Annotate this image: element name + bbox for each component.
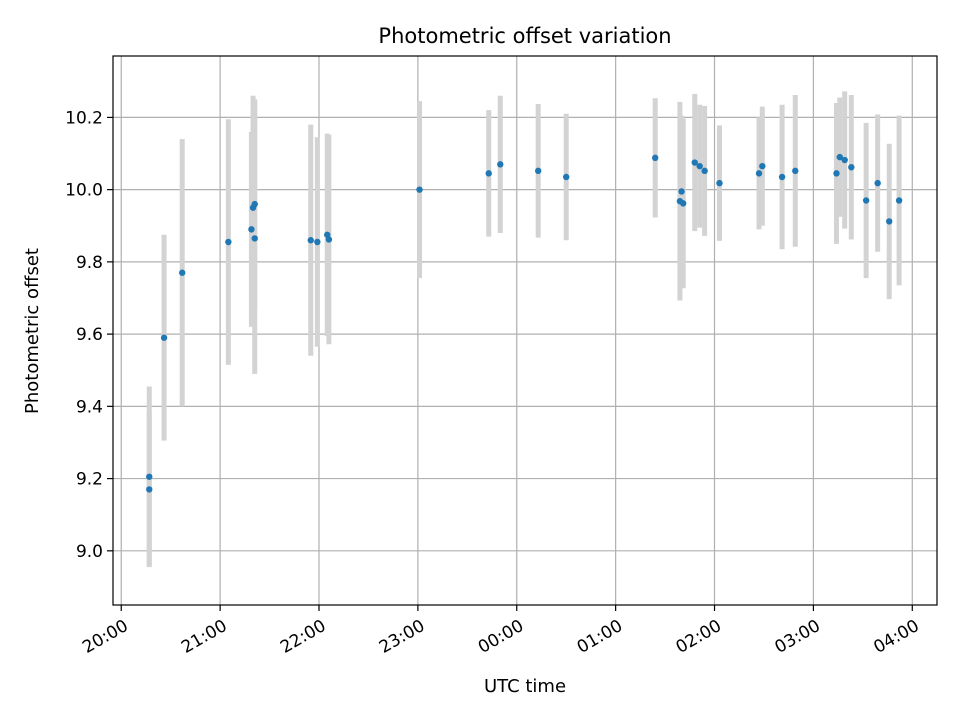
- data-point: [680, 200, 687, 207]
- plot-frame: [112, 55, 938, 606]
- data-point: [778, 173, 786, 181]
- data-point: [792, 167, 799, 175]
- data-point: [833, 170, 840, 177]
- data-point: [841, 156, 848, 164]
- y-tick-label: 10.2: [65, 108, 103, 128]
- y-tick-label: 9.4: [76, 397, 103, 417]
- data-point: [836, 153, 843, 161]
- data-point: [225, 238, 232, 246]
- data-points: [146, 153, 903, 493]
- data-point: [678, 188, 685, 195]
- data-point: [696, 162, 703, 170]
- data-point: [874, 179, 881, 187]
- data-point: [862, 197, 870, 204]
- data-point: [416, 186, 423, 193]
- data-point: [886, 218, 893, 225]
- data-point: [701, 167, 708, 175]
- data-point: [325, 236, 333, 243]
- data-point: [497, 161, 504, 168]
- data-point: [146, 473, 153, 480]
- x-axis-label: UTC time: [484, 676, 566, 697]
- data-point: [485, 170, 492, 177]
- chart-title: Photometric offset variation: [378, 24, 671, 48]
- data-point: [691, 159, 698, 166]
- y-tick-label: 9.6: [76, 325, 103, 345]
- data-point: [248, 226, 255, 233]
- data-point: [160, 334, 168, 341]
- y-tick-label: 9.0: [76, 542, 103, 562]
- data-point: [251, 235, 258, 242]
- y-tick-label: 9.8: [76, 253, 103, 273]
- y-axis-label: Photometric offset: [22, 248, 43, 414]
- data-point: [848, 164, 855, 171]
- data-point: [716, 179, 723, 187]
- y-axis-ticks: 9.0 9.2 9.4 9.6 9.8 10.0 10.2: [65, 108, 113, 562]
- data-point: [307, 237, 314, 244]
- data-point: [759, 162, 766, 170]
- data-point: [179, 269, 186, 276]
- data-point: [534, 167, 542, 175]
- data-point: [251, 200, 258, 208]
- data-point: [895, 197, 903, 204]
- data-point: [651, 154, 659, 162]
- grid: [113, 56, 937, 605]
- data-point: [563, 173, 570, 181]
- y-tick-label: 10.0: [65, 181, 103, 201]
- data-point: [314, 238, 321, 246]
- y-tick-label: 9.2: [76, 470, 103, 490]
- data-point: [146, 486, 153, 493]
- data-point: [755, 170, 763, 177]
